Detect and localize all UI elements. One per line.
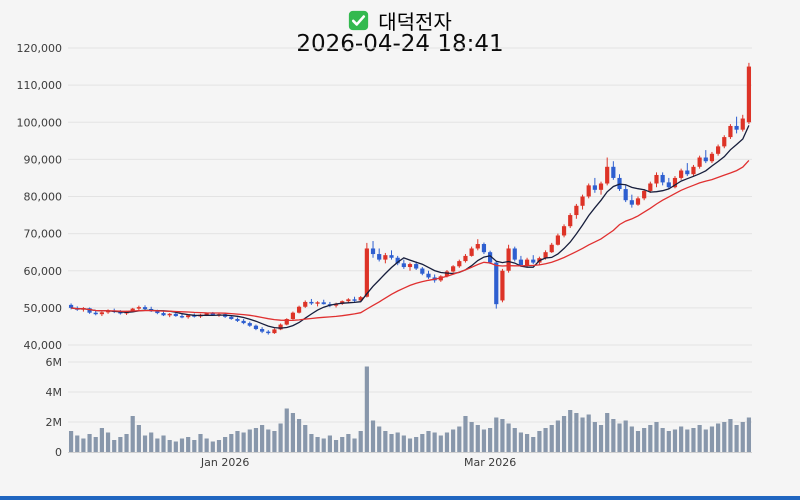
ma-short-line bbox=[71, 125, 750, 329]
chart-header: 대덕전자 bbox=[0, 6, 800, 35]
datetime-label: 2026-04-24 18:41 bbox=[296, 31, 504, 57]
x-axis-labels: Jan 2026 Mar 2026 bbox=[200, 456, 516, 469]
price-axis-label: 50,000 bbox=[24, 302, 63, 315]
volume-axis-label: 2M bbox=[46, 416, 63, 429]
candles bbox=[68, 62, 752, 335]
price-axis-label: 100,000 bbox=[17, 116, 63, 129]
price-gridlines: 40,000 50,000 60,000 70,000 80,000 90,000 100,… bbox=[17, 42, 752, 352]
price-axis-label: 70,000 bbox=[24, 228, 63, 241]
ma-long-line bbox=[71, 159, 750, 322]
volume-bars bbox=[68, 366, 752, 452]
bottom-strip bbox=[0, 496, 800, 500]
volume-gridlines: 0 2M 4M 6M bbox=[46, 356, 752, 459]
price-axis-label: 80,000 bbox=[24, 191, 63, 204]
stock-name: 대덕전자 bbox=[378, 10, 452, 34]
volume-axis-label: 0 bbox=[55, 446, 62, 459]
price-axis-label: 40,000 bbox=[24, 339, 63, 352]
price-axis-label: 60,000 bbox=[24, 265, 63, 278]
price-axis-label: 120,000 bbox=[17, 42, 63, 55]
x-axis-label: Mar 2026 bbox=[464, 456, 516, 469]
price-axis-label: 110,000 bbox=[17, 79, 63, 92]
volume-axis-label: 4M bbox=[46, 386, 63, 399]
checkbox-icon bbox=[349, 10, 369, 31]
x-axis-label: Jan 2026 bbox=[200, 456, 249, 469]
volume-axis-label: 6M bbox=[46, 356, 63, 369]
price-axis-label: 90,000 bbox=[24, 153, 63, 166]
